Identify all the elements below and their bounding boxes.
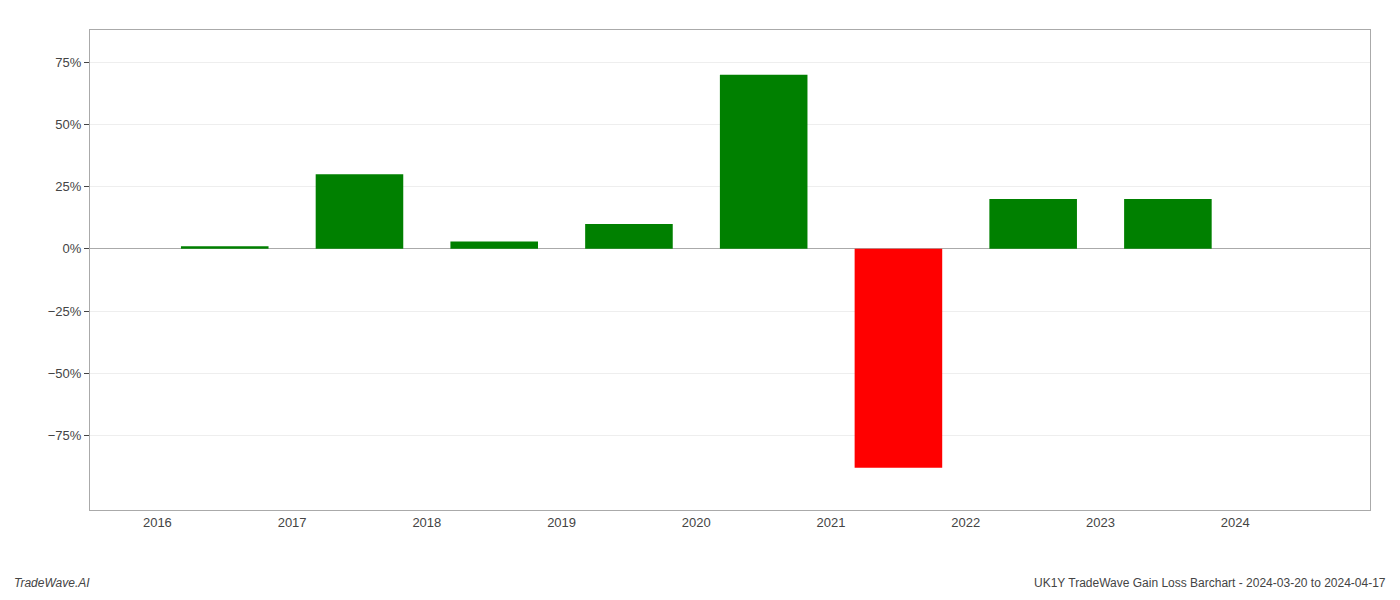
- svg-text:2022: 2022: [951, 515, 980, 530]
- svg-text:TradeWave.AI: TradeWave.AI: [14, 576, 90, 590]
- svg-text:2018: 2018: [412, 515, 441, 530]
- svg-text:−50%: −50%: [48, 366, 82, 381]
- svg-text:50%: 50%: [55, 117, 81, 132]
- svg-text:−75%: −75%: [48, 428, 82, 443]
- svg-text:75%: 75%: [55, 55, 81, 70]
- svg-text:2021: 2021: [817, 515, 846, 530]
- svg-text:2017: 2017: [278, 515, 307, 530]
- svg-text:UK1Y TradeWave Gain Loss Barch: UK1Y TradeWave Gain Loss Barchart - 2024…: [1034, 576, 1386, 590]
- svg-text:0%: 0%: [63, 241, 82, 256]
- svg-text:2024: 2024: [1221, 515, 1250, 530]
- svg-text:2020: 2020: [682, 515, 711, 530]
- svg-text:2019: 2019: [547, 515, 576, 530]
- svg-text:2023: 2023: [1086, 515, 1115, 530]
- svg-text:25%: 25%: [55, 179, 81, 194]
- svg-text:−25%: −25%: [48, 304, 82, 319]
- svg-text:2016: 2016: [143, 515, 172, 530]
